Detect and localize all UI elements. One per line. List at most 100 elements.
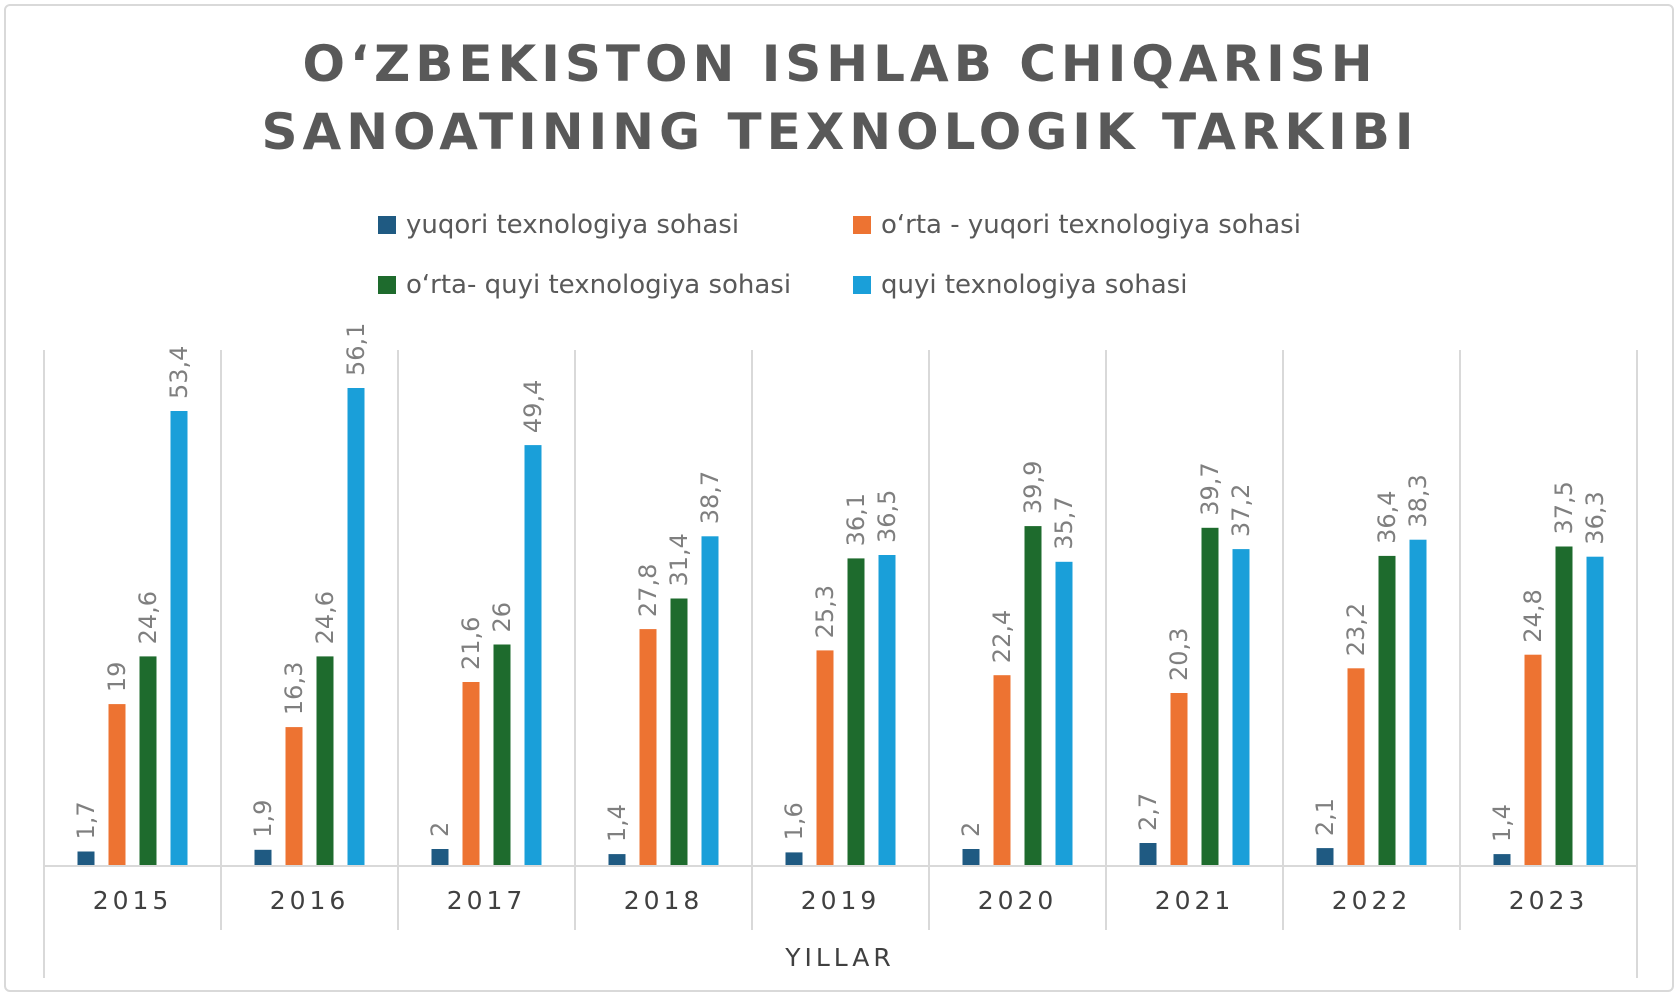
- bar-2015-series-1: [108, 704, 126, 866]
- bar-2018-series-1: [639, 629, 657, 866]
- data-label-2019-series-2: 36,1: [842, 493, 870, 546]
- data-label-2015-series-0: 1,7: [72, 801, 100, 839]
- bar-2017-series-3: [524, 445, 542, 866]
- data-label-2016-series-3: 56,1: [342, 323, 370, 376]
- legend-item-quyi: quyi texnologiya sohasi: [853, 270, 1187, 300]
- bar-2021-series-1: [1170, 693, 1188, 866]
- bar-2016-series-1: [285, 727, 303, 866]
- bar-2017-series-1: [462, 682, 480, 866]
- data-label-2023-series-3: 36,3: [1581, 491, 1609, 544]
- bar-2023-series-0: [1493, 854, 1511, 866]
- data-label-2017-series-1: 21,6: [457, 617, 485, 670]
- bar-2016-series-3: [347, 388, 365, 866]
- x-tick-label-2017: 2017: [447, 886, 527, 915]
- data-label-2021-series-2: 39,7: [1196, 462, 1224, 515]
- bar-2018-series-0: [608, 854, 626, 866]
- data-label-2015-series-2: 24,6: [134, 591, 162, 644]
- data-label-2019-series-3: 36,5: [873, 490, 901, 543]
- legend-label-orta-yuqori: o‘rta - yuqori texnologiya sohasi: [881, 210, 1301, 240]
- bar-2017-series-0: [431, 849, 449, 866]
- bar-2020-series-1: [993, 675, 1011, 866]
- bar-2018-series-3: [701, 536, 719, 866]
- data-label-2022-series-0: 2,1: [1311, 798, 1339, 836]
- data-label-2018-series-0: 1,4: [603, 804, 631, 842]
- data-label-2023-series-2: 37,5: [1550, 481, 1578, 534]
- bar-2021-series-3: [1232, 549, 1250, 866]
- data-label-2020-series-0: 2: [957, 822, 985, 837]
- bar-2022-series-1: [1347, 668, 1365, 866]
- legend-swatch-orta-quyi: [378, 276, 396, 294]
- data-label-2017-series-3: 49,4: [519, 380, 547, 433]
- category-separators: [43, 350, 1638, 978]
- x-tick-label-2023: 2023: [1509, 886, 1589, 915]
- legend-item-yuqori: yuqori texnologiya sohasi: [378, 210, 739, 240]
- legend-label-orta-quyi: o‘rta- quyi texnologiya sohasi: [406, 270, 792, 300]
- bar-series: [77, 388, 1604, 866]
- data-label-2022-series-1: 23,2: [1342, 603, 1370, 656]
- x-tick-label-2015: 2015: [93, 886, 173, 915]
- data-label-2020-series-1: 22,4: [988, 610, 1016, 663]
- x-axis-tick-labels: 2015 2016 2017 2018 2019 2020 2021 2022 2023: [93, 886, 1589, 915]
- bar-2019-series-3: [878, 555, 896, 866]
- bar-2022-series-0: [1316, 848, 1334, 866]
- legend-swatch-orta-yuqori: [853, 216, 871, 234]
- legend-label-yuqori: yuqori texnologiya sohasi: [406, 210, 740, 240]
- bar-2015-series-3: [170, 411, 188, 866]
- data-label-2023-series-1: 24,8: [1519, 589, 1547, 642]
- chart-title-line-1: O‘ZBEKISTON ISHLAB CHIQARISH: [302, 35, 1378, 93]
- x-tick-label-2019: 2019: [801, 886, 881, 915]
- bar-2015-series-2: [139, 656, 157, 866]
- x-tick-label-2016: 2016: [270, 886, 350, 915]
- data-label-2020-series-3: 35,7: [1050, 496, 1078, 549]
- data-label-2019-series-0: 1,6: [780, 802, 808, 840]
- bar-2022-series-2: [1378, 555, 1396, 866]
- data-label-2016-series-0: 1,9: [249, 800, 277, 838]
- data-label-2019-series-1: 25,3: [811, 585, 839, 638]
- data-label-2017-series-0: 2: [426, 822, 454, 837]
- bar-2017-series-2: [493, 644, 511, 866]
- data-label-2023-series-0: 1,4: [1488, 804, 1516, 842]
- chart-frame: [4, 4, 1674, 992]
- x-tick-label-2021: 2021: [1155, 886, 1235, 915]
- legend-item-orta-yuqori: o‘rta - yuqori texnologiya sohasi: [853, 210, 1301, 240]
- bar-2020-series-3: [1055, 561, 1073, 866]
- bar-2016-series-0: [254, 849, 272, 866]
- bar-2019-series-0: [785, 852, 803, 866]
- bar-2020-series-2: [1024, 526, 1042, 866]
- bar-2015-series-0: [77, 851, 95, 866]
- data-label-2015-series-3: 53,4: [165, 346, 193, 399]
- data-label-2017-series-2: 26: [488, 602, 516, 633]
- legend-label-quyi: quyi texnologiya sohasi: [881, 270, 1188, 300]
- data-label-2021-series-0: 2,7: [1134, 793, 1162, 831]
- x-tick-label-2018: 2018: [624, 886, 704, 915]
- data-label-2022-series-2: 36,4: [1373, 490, 1401, 543]
- data-label-2022-series-3: 38,3: [1404, 474, 1432, 527]
- bar-2023-series-3: [1586, 556, 1604, 866]
- bar-2023-series-2: [1555, 546, 1573, 866]
- bar-2019-series-1: [816, 650, 834, 866]
- bar-2023-series-1: [1524, 654, 1542, 866]
- bar-2020-series-0: [962, 849, 980, 866]
- chart-title: O‘ZBEKISTON ISHLAB CHIQARISH SANOATINING…: [0, 30, 1680, 166]
- data-label-2016-series-2: 24,6: [311, 591, 339, 644]
- data-label-2020-series-2: 39,9: [1019, 461, 1047, 514]
- legend-item-orta-quyi: o‘rta- quyi texnologiya sohasi: [378, 270, 791, 300]
- data-label-2018-series-1: 27,8: [634, 564, 662, 617]
- bar-2021-series-2: [1201, 527, 1219, 866]
- data-label-2021-series-1: 20,3: [1165, 628, 1193, 681]
- bar-2016-series-2: [316, 656, 334, 866]
- x-tick-label-2020: 2020: [978, 886, 1058, 915]
- data-label-2015-series-1: 19: [103, 662, 131, 693]
- data-label-2018-series-2: 31,4: [665, 533, 693, 586]
- bar-2018-series-2: [670, 598, 688, 866]
- data-label-2018-series-3: 38,7: [696, 471, 724, 524]
- bar-2021-series-0: [1139, 843, 1157, 866]
- data-label-2016-series-1: 16,3: [280, 662, 308, 715]
- bar-2022-series-3: [1409, 539, 1427, 866]
- x-tick-label-2022: 2022: [1332, 886, 1412, 915]
- data-label-2021-series-3: 37,2: [1227, 484, 1255, 537]
- chart-title-line-2: SANOATINING TEXNOLOGIK TARKIBI: [261, 103, 1419, 161]
- bar-2019-series-2: [847, 558, 865, 866]
